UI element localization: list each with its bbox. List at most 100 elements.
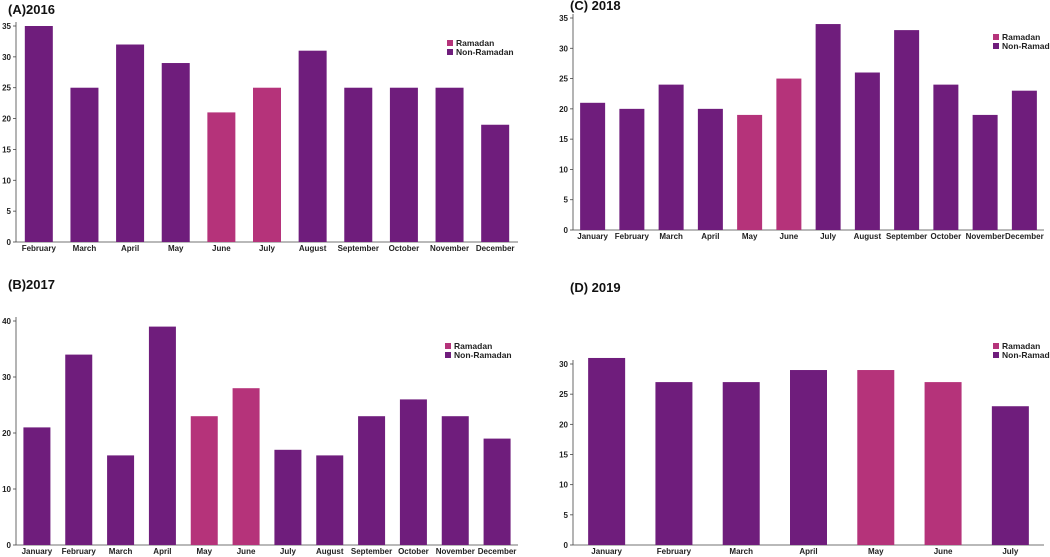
- legend-label: Non-Ramadan: [1002, 41, 1050, 51]
- legend-label: Ramadan: [1002, 341, 1040, 351]
- legend-swatch-ramadan: [445, 343, 451, 349]
- y-tick-label: 30: [2, 373, 11, 382]
- x-tick-label: November: [430, 244, 469, 253]
- chart-panel-2: (C) 2018 0 5 10 15 20 25 30 35 January February Mar…: [559, 0, 1050, 241]
- bar-september: [358, 416, 386, 545]
- legend-swatch-non-ramadan: [445, 352, 451, 358]
- x-tick-label: April: [799, 547, 817, 556]
- x-tick-label: June: [780, 232, 799, 241]
- bar-june: [776, 78, 802, 230]
- y-tick-label: 35: [2, 22, 11, 31]
- bar-september: [344, 87, 373, 242]
- x-tick-label: July: [820, 232, 837, 241]
- bar-may: [161, 63, 190, 243]
- bar-september: [894, 30, 920, 230]
- y-tick-label: 10: [559, 481, 568, 490]
- legend-label: Ramadan: [1002, 32, 1040, 42]
- y-tick-label: 10: [2, 176, 11, 185]
- x-tick-label: December: [476, 244, 515, 253]
- y-tick-label: 0: [7, 238, 12, 247]
- bar-july: [253, 87, 281, 242]
- bar-november: [435, 87, 464, 242]
- y-tick-label: 5: [7, 207, 12, 216]
- x-tick-label: February: [22, 244, 57, 253]
- bar-december: [481, 124, 510, 242]
- bar-march: [658, 84, 684, 230]
- legend-swatch-ramadan: [993, 34, 999, 40]
- x-tick-label: July: [1002, 547, 1019, 556]
- bar-february: [619, 108, 645, 230]
- bar-november: [441, 416, 469, 545]
- x-tick-label: August: [299, 244, 327, 253]
- y-tick-label: 10: [559, 165, 568, 174]
- chart-title: (A)2016: [8, 2, 55, 17]
- x-tick-label: May: [868, 547, 884, 556]
- bar-august: [298, 50, 327, 242]
- bar-june: [207, 112, 236, 243]
- x-tick-label: October: [389, 244, 420, 253]
- bar-june: [232, 388, 260, 545]
- bar-march: [722, 382, 760, 545]
- x-tick-label: August: [316, 547, 344, 556]
- x-tick-label: April: [701, 232, 719, 241]
- bar-may: [190, 416, 218, 545]
- legend-label: Non-Ramadan: [456, 47, 514, 57]
- x-tick-label: September: [351, 547, 392, 556]
- bar-october: [389, 87, 418, 242]
- y-tick-label: 15: [559, 135, 568, 144]
- x-tick-label: January: [591, 547, 622, 556]
- y-tick-label: 5: [564, 196, 569, 205]
- bar-december: [1011, 90, 1037, 230]
- chart-title: (C) 2018: [570, 0, 621, 13]
- x-tick-label: March: [73, 244, 97, 253]
- x-tick-label: July: [259, 244, 276, 253]
- x-tick-label: April: [121, 244, 139, 253]
- y-tick-label: 35: [559, 14, 568, 23]
- bar-july: [991, 406, 1029, 545]
- x-tick-label: February: [657, 547, 692, 556]
- y-tick-label: 20: [559, 105, 568, 114]
- chart-panel-1: (A)2016 0 5 10 15 20 25 30 35 February March April M…: [2, 2, 518, 253]
- x-tick-label: September: [886, 232, 927, 241]
- y-tick-label: 40: [2, 317, 11, 326]
- chart-panel-3: (B)2017 0 10 20 30 40 January February March Apri…: [2, 277, 518, 556]
- legend-swatch-non-ramadan: [447, 49, 453, 55]
- legend-label: Ramadan: [454, 341, 492, 351]
- bar-july: [815, 24, 841, 230]
- bar-january: [580, 102, 606, 230]
- x-tick-label: October: [398, 547, 429, 556]
- y-tick-label: 0: [564, 541, 569, 550]
- x-tick-label: July: [280, 547, 297, 556]
- y-tick-label: 0: [564, 226, 569, 235]
- x-tick-label: January: [22, 547, 53, 556]
- x-tick-label: November: [436, 547, 475, 556]
- y-tick-label: 20: [2, 429, 11, 438]
- y-tick-label: 0: [7, 541, 12, 550]
- x-tick-label: February: [615, 232, 650, 241]
- y-tick-label: 25: [559, 75, 568, 84]
- x-tick-label: November: [966, 232, 1005, 241]
- x-tick-label: October: [931, 232, 962, 241]
- bar-june: [924, 382, 962, 545]
- x-tick-label: June: [237, 547, 256, 556]
- y-tick-label: 15: [559, 451, 568, 460]
- bar-december: [483, 438, 511, 545]
- x-tick-label: May: [196, 547, 212, 556]
- legend-swatch-ramadan: [447, 40, 453, 46]
- legend-label: Ramadan: [456, 38, 494, 48]
- bar-march: [70, 87, 99, 242]
- y-tick-label: 20: [559, 420, 568, 429]
- x-tick-label: June: [212, 244, 231, 253]
- x-tick-label: May: [168, 244, 184, 253]
- y-tick-label: 5: [564, 511, 569, 520]
- y-tick-label: 30: [2, 53, 11, 62]
- bar-february: [655, 382, 693, 545]
- y-tick-label: 15: [2, 145, 11, 154]
- y-tick-label: 25: [2, 84, 11, 93]
- legend-label: Non-Ramadan: [454, 350, 512, 360]
- chart-title: (D) 2019: [570, 280, 621, 295]
- bar-may: [737, 114, 763, 230]
